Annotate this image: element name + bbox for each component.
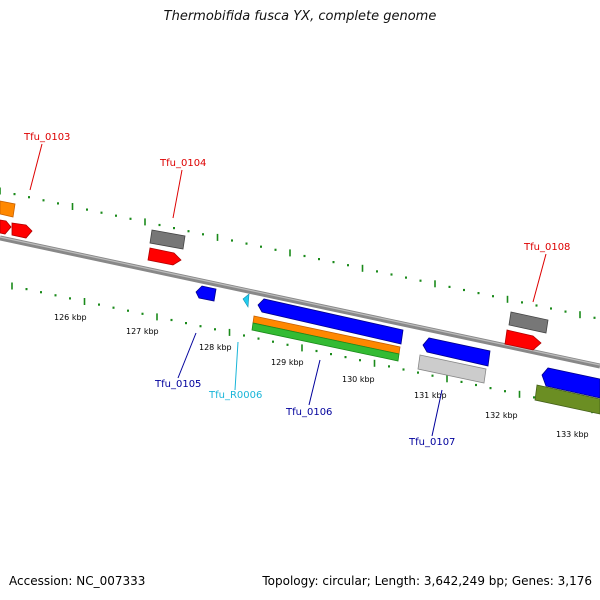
gene-blue-rev-edge[interactable] — [541, 367, 600, 399]
genome-backbone — [0, 235, 600, 369]
gene-label-tfu-r0006[interactable]: Tfu_R0006 — [208, 390, 262, 401]
gene-red-fwd-edge-b[interactable] — [11, 222, 33, 239]
leader-tfu-0107 — [431, 389, 443, 437]
leader-tfu-0104 — [172, 169, 183, 219]
gene-tfu-0104-gray[interactable] — [149, 229, 186, 250]
accession-text: Accession: NC_007333 — [9, 574, 146, 588]
gene-tfu-r0006-rna[interactable] — [242, 293, 250, 308]
leader-tfu-0105 — [177, 332, 197, 379]
scale-label-133: 133 kbp — [556, 430, 589, 439]
gene-tfu-0107-blue[interactable] — [422, 337, 491, 367]
gene-tfu-0104-red[interactable] — [147, 247, 182, 266]
scale-label-128: 128 kbp — [199, 343, 232, 352]
gene-label-tfu-0105[interactable]: Tfu_0105 — [154, 379, 201, 390]
scale-label-127: 127 kbp — [126, 327, 159, 336]
gene-label-tfu-0104[interactable]: Tfu_0104 — [159, 158, 206, 169]
upper-tick-ring — [0, 187, 596, 319]
gene-orange-fwd-edge[interactable] — [0, 200, 16, 218]
leader-tfu-0106 — [308, 359, 321, 406]
gene-label-tfu-0103[interactable]: Tfu_0103 — [23, 132, 70, 143]
gene-tfu-0108-red[interactable] — [504, 329, 542, 351]
genome-backbone-highlight — [0, 236, 600, 366]
gene-label-tfu-0108[interactable]: Tfu_0108 — [523, 242, 570, 253]
gene-red-fwd-edge-a[interactable] — [0, 219, 12, 235]
scale-label-131: 131 kbp — [414, 391, 447, 400]
gene-tfu-0106-blue[interactable] — [257, 298, 404, 345]
gene-tfu-0107-lightgray[interactable] — [417, 354, 487, 384]
leader-tfu-r0006 — [234, 341, 239, 391]
scale-label-129: 129 kbp — [271, 358, 304, 367]
genome-stats-text: Topology: circular; Length: 3,642,249 bp… — [262, 574, 592, 588]
page-title: Thermobifida fusca YX, complete genome — [163, 9, 437, 24]
gene-tfu-0108-gray[interactable] — [508, 311, 549, 334]
gene-label-tfu-0106[interactable]: Tfu_0106 — [285, 407, 332, 418]
gene-olive-rev-edge[interactable] — [534, 384, 600, 415]
leader-tfu-0103 — [29, 143, 43, 191]
leader-tfu-0108 — [532, 253, 547, 303]
scale-label-132: 132 kbp — [485, 411, 518, 420]
scale-label-126: 126 kbp — [54, 313, 87, 322]
gene-label-tfu-0107[interactable]: Tfu_0107 — [408, 437, 455, 448]
gene-green-rev[interactable] — [251, 322, 400, 362]
scale-label-130: 130 kbp — [342, 375, 375, 384]
gene-tfu-0105-blue[interactable] — [195, 285, 217, 302]
